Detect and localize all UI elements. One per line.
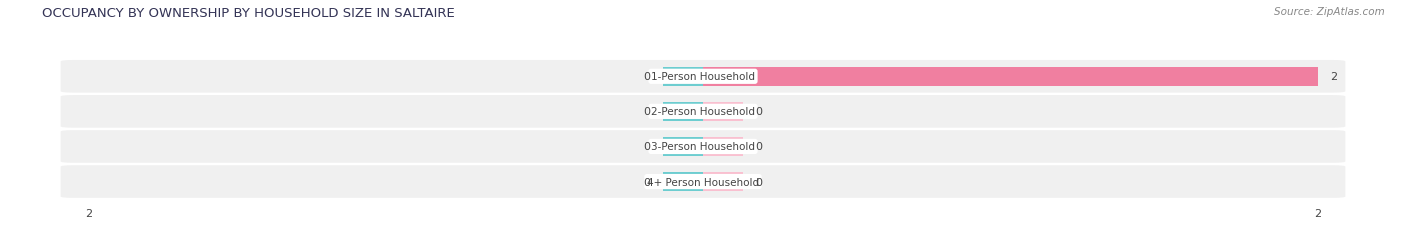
FancyBboxPatch shape bbox=[60, 96, 1346, 128]
Text: 4+ Person Household: 4+ Person Household bbox=[647, 177, 759, 187]
Text: 2-Person Household: 2-Person Household bbox=[651, 107, 755, 117]
FancyBboxPatch shape bbox=[60, 166, 1346, 198]
Text: 2: 2 bbox=[1330, 72, 1337, 82]
Bar bbox=[664, 172, 703, 191]
Text: 0: 0 bbox=[644, 72, 651, 82]
Bar bbox=[703, 172, 742, 191]
Bar bbox=[664, 67, 703, 87]
Text: 0: 0 bbox=[755, 142, 762, 152]
Text: 0: 0 bbox=[644, 177, 651, 187]
Text: 3-Person Household: 3-Person Household bbox=[651, 142, 755, 152]
Bar bbox=[664, 102, 703, 122]
FancyBboxPatch shape bbox=[60, 131, 1346, 163]
Text: 0: 0 bbox=[755, 107, 762, 117]
Bar bbox=[703, 67, 1317, 87]
Text: 0: 0 bbox=[755, 177, 762, 187]
Bar bbox=[664, 137, 703, 156]
Text: 1-Person Household: 1-Person Household bbox=[651, 72, 755, 82]
FancyBboxPatch shape bbox=[60, 61, 1346, 93]
Text: 0: 0 bbox=[644, 107, 651, 117]
Bar bbox=[703, 102, 742, 122]
Text: Source: ZipAtlas.com: Source: ZipAtlas.com bbox=[1274, 7, 1385, 17]
Text: 0: 0 bbox=[644, 142, 651, 152]
Text: OCCUPANCY BY OWNERSHIP BY HOUSEHOLD SIZE IN SALTAIRE: OCCUPANCY BY OWNERSHIP BY HOUSEHOLD SIZE… bbox=[42, 7, 456, 20]
Bar bbox=[703, 137, 742, 156]
